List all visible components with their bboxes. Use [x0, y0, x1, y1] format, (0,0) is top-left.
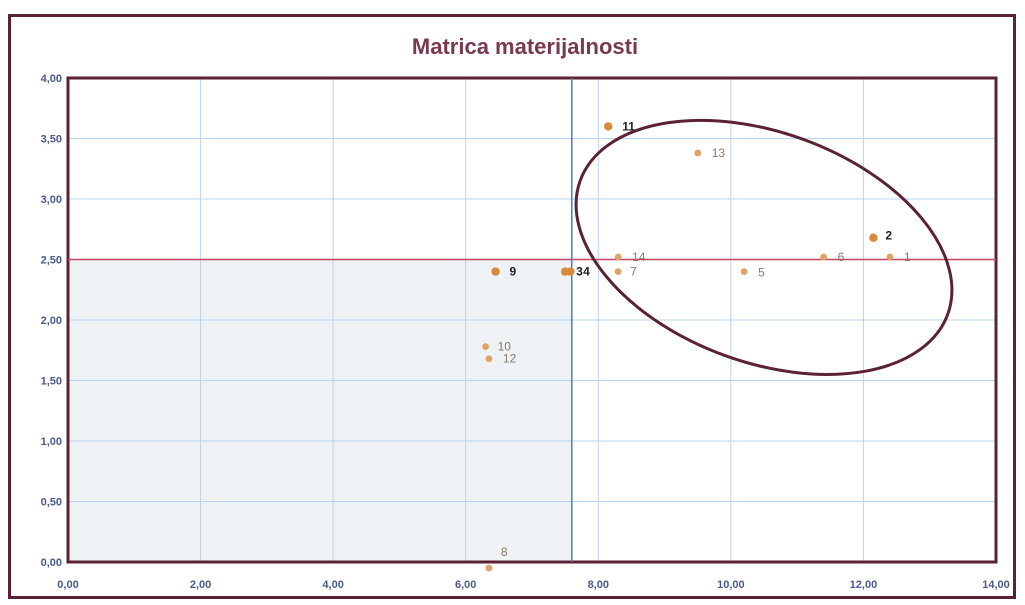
- data-point-1: [886, 253, 894, 261]
- data-point-11: [604, 122, 613, 131]
- x-tick-label: 12,00: [850, 579, 878, 591]
- y-tick-label: 4,00: [41, 73, 62, 85]
- shaded-region: [68, 259, 572, 562]
- y-tick-label: 2,50: [41, 255, 62, 267]
- point-label-6: 6: [838, 250, 845, 264]
- data-point-13: [694, 149, 702, 157]
- data-point-4: [566, 267, 575, 276]
- y-tick-label: 3,50: [41, 134, 62, 146]
- x-tick-label: 0,00: [57, 579, 78, 591]
- point-label-2: 2: [885, 229, 892, 243]
- plot-area: 0,00 2,00 4,00 6,00 8,00 10,00 12,00 14,000,000…: [41, 73, 1010, 591]
- x-tick-label: 8,00: [588, 579, 609, 591]
- data-point-6: [820, 253, 828, 261]
- point-label-12: 12: [503, 352, 517, 366]
- point-label-14: 14: [632, 250, 646, 264]
- y-tick-label: 2,00: [41, 315, 62, 327]
- point-label-9: 9: [510, 265, 517, 279]
- point-label-1: 1: [904, 250, 911, 264]
- point-label-13: 13: [712, 146, 726, 160]
- point-label-5: 5: [758, 266, 765, 280]
- x-tick-label: 10,00: [717, 579, 745, 591]
- x-tick-label: 14,00: [982, 579, 1010, 591]
- x-tick-label: 2,00: [190, 579, 211, 591]
- y-tick-label: 1,00: [41, 436, 62, 448]
- data-point-14: [614, 253, 622, 261]
- plot-border: [66, 76, 998, 564]
- chart-title: Matrica materijalnosti: [412, 34, 638, 59]
- point-label-11: 11: [622, 119, 635, 133]
- data-point-8: [485, 564, 493, 572]
- data-point-9: [491, 267, 500, 276]
- y-tick-label: 3,00: [41, 194, 62, 206]
- data-point-2: [869, 233, 878, 242]
- data-point-7: [614, 268, 622, 275]
- point-label-10: 10: [498, 340, 512, 354]
- y-tick-label: 0,00: [41, 557, 62, 569]
- highlight-ellipse: [574, 118, 954, 376]
- y-tick-label: 1,50: [41, 376, 62, 388]
- point-label-7: 7: [630, 265, 637, 279]
- x-tick-label: 6,00: [455, 579, 476, 591]
- point-label-3: 3: [576, 265, 583, 279]
- point-label-8: 8: [501, 545, 508, 559]
- data-point-10: [482, 343, 489, 351]
- data-point-5: [740, 268, 748, 275]
- data-point-12: [485, 355, 493, 363]
- point-label-4: 4: [583, 265, 590, 279]
- y-tick-label: 0,50: [41, 497, 62, 509]
- x-tick-label: 4,00: [322, 579, 343, 591]
